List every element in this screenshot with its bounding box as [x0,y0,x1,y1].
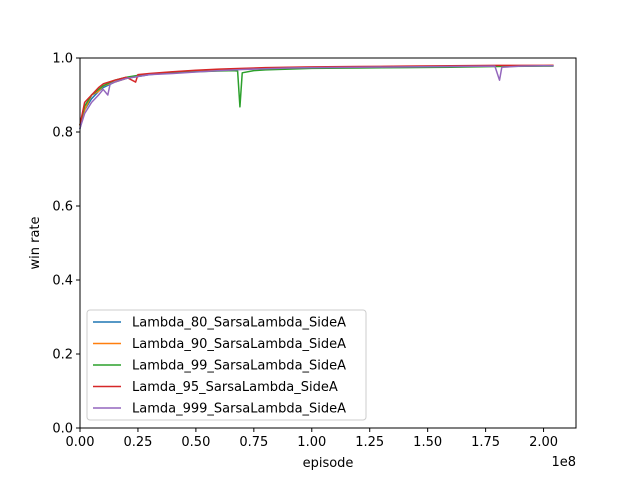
y-tick-label: 0.6 [52,200,73,215]
y-tick-label: 0.0 [52,422,73,437]
x-tick-label: 0.75 [239,435,268,450]
legend-label-4: Lamda_95_SarsaLambda_SideA [132,380,338,395]
x-tick-label: 1.50 [413,435,442,450]
x-axis-offset-text: 1e8 [551,455,576,470]
series-layer [79,64,554,130]
legend-label-3: Lambda_99_SarsaLambda_SideA [132,359,346,374]
y-tick-label: 0.2 [52,348,73,363]
legend-label-5: Lamda_999_SarsaLambda_SideA [132,402,346,417]
series-line-5 [79,65,554,130]
x-tick-label: 0.00 [66,435,95,450]
x-tick-label: 1.00 [297,435,326,450]
x-tick-label: 2.00 [529,435,558,450]
x-tick-label: 1.25 [355,435,384,450]
legend-label-2: Lambda_90_SarsaLambda_SideA [132,337,346,352]
x-tick-label: 0.50 [181,435,210,450]
x-axis-ticks: 0.00 0.25 0.50 0.75 1.00 1.25 1.50 1.75 2.00 [66,428,558,450]
y-tick-label: 0.8 [52,126,73,141]
legend-label-1: Lambda_80_SarsaLambda_SideA [132,316,346,331]
legend: Lambda_80_SarsaLambda_SideA Lambda_90_Sar… [86,309,367,421]
legend-entries: Lambda_80_SarsaLambda_SideA Lambda_90_Sar… [93,316,346,417]
x-axis-label: episode [303,456,354,471]
axes-frame [79,57,577,429]
y-tick-label: 1.0 [52,52,73,67]
x-tick-label: 0.25 [123,435,152,450]
y-axis-label: win rate [28,216,43,269]
y-axis-ticks: 0.0 0.2 0.4 0.6 0.8 1.0 [52,52,80,437]
legend-box [86,309,367,421]
y-tick-label: 0.4 [52,274,73,289]
x-tick-label: 1.75 [471,435,500,450]
